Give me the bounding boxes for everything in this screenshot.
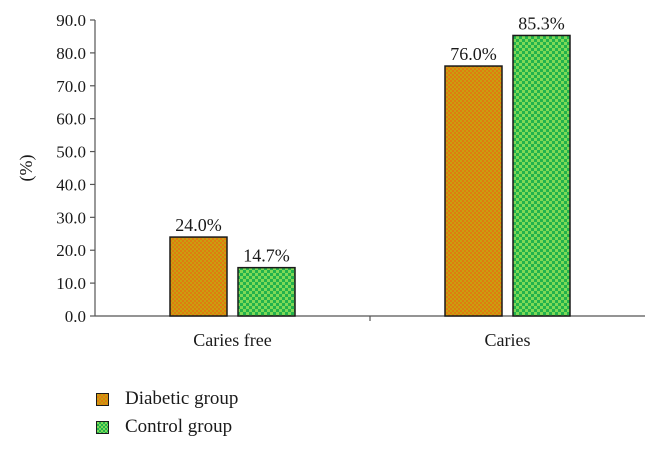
x-tick-label: Caries bbox=[485, 330, 531, 350]
legend-label-control: Control group bbox=[125, 416, 233, 437]
bar-caries-diabetic-group bbox=[444, 65, 503, 317]
y-tick-label: 60.0 bbox=[56, 110, 86, 129]
legend-swatch-diabetic bbox=[96, 392, 109, 406]
y-tick-label: 70.0 bbox=[56, 77, 86, 96]
data-label: 24.0% bbox=[175, 215, 222, 235]
legend-item-diabetic: Diabetic group bbox=[96, 385, 238, 413]
bar-caries-free-control-group bbox=[237, 266, 296, 317]
y-tick-label: 10.0 bbox=[56, 274, 86, 293]
legend-label-diabetic: Diabetic group bbox=[125, 388, 239, 409]
y-ticks: 0.0 10.0 20.0 30.0 40.0 50.0 60.0 70.0 80.0 90.0 bbox=[56, 11, 95, 326]
x-tick-label: Caries free bbox=[193, 330, 271, 350]
legend-item-control: Control group bbox=[96, 413, 238, 441]
x-tick-labels: Caries free Caries bbox=[193, 330, 530, 350]
y-tick-label: 80.0 bbox=[56, 44, 86, 63]
bars: 24.0% 14.7% 76.0% 85.3% bbox=[169, 13, 571, 317]
y-tick-label: 20.0 bbox=[56, 241, 86, 260]
data-label: 85.3% bbox=[518, 13, 565, 33]
bar-caries-control-group bbox=[512, 34, 571, 317]
legend-swatch-control bbox=[96, 420, 109, 434]
bar-chart: (%) 0.0 10.0 20.0 30.0 40.0 50.0 60.0 70.0 80.0 9… bbox=[16, 11, 645, 350]
data-label: 76.0% bbox=[450, 44, 497, 64]
legend: Diabetic group Control group bbox=[96, 385, 238, 441]
y-tick-label: 40.0 bbox=[56, 175, 86, 194]
y-tick-label: 90.0 bbox=[56, 11, 86, 30]
data-label: 14.7% bbox=[243, 246, 290, 266]
y-tick-label: 50.0 bbox=[56, 143, 86, 162]
bar-caries-free-diabetic-group bbox=[169, 236, 228, 317]
y-tick-label: 30.0 bbox=[56, 208, 86, 227]
y-axis-label: (%) bbox=[16, 155, 37, 182]
y-tick-label: 0.0 bbox=[65, 307, 86, 326]
